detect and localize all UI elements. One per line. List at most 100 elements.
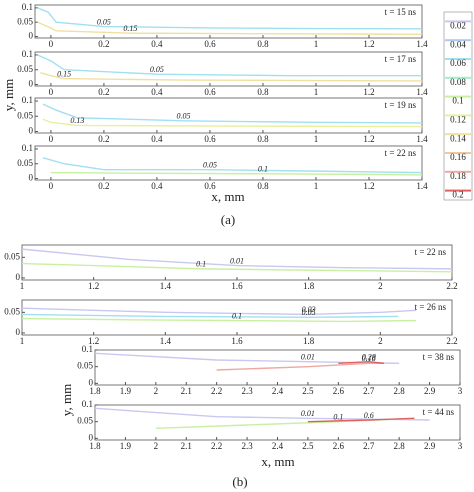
x-tick-label: 2.6 (333, 441, 345, 451)
caption: (a) (221, 212, 235, 227)
x-tick-label: 1.4 (416, 87, 428, 97)
contour-line (50, 171, 423, 176)
x-tick-label: 1.8 (303, 281, 315, 291)
x-tick-label: 1.2 (363, 134, 374, 144)
time-label: t = 38 ns (423, 352, 455, 362)
y-tick-label: 0 (16, 327, 21, 337)
colorbar-swatch (445, 114, 471, 117)
y-tick-label: 0 (89, 377, 94, 387)
plot-frame (21, 244, 453, 281)
time-label: t = 17 ns (385, 54, 417, 64)
colorbar-label: 0.1 (452, 96, 463, 106)
x-tick-label: 2.1 (181, 386, 192, 396)
contour-label: 0.05 (97, 17, 111, 26)
x-tick-label: 2.2 (211, 441, 222, 451)
y-tick-label: 0.1 (22, 2, 33, 12)
x-tick-label: 2.7 (363, 441, 375, 451)
x-tick-label: 1.2 (88, 281, 99, 291)
x-tick-label: 0.8 (257, 39, 269, 49)
y-tick-label: 0.05 (77, 361, 93, 371)
x-tick-label: 2.4 (272, 386, 284, 396)
y-axis-label: y, mm (1, 79, 16, 111)
x-tick-label: 1.2 (363, 181, 374, 191)
y-tick-label: 0 (29, 79, 34, 89)
contour-line (21, 248, 453, 270)
x-tick-label: 1.6 (231, 336, 243, 346)
x-tick-label: 1.4 (160, 281, 172, 291)
colorbar-label: 0.06 (450, 58, 466, 68)
contour-label: 0.15 (57, 69, 71, 78)
y-tick-label: 0.1 (82, 399, 93, 409)
x-tick-label: 2.9 (424, 386, 436, 396)
x-tick-label: 2.8 (394, 441, 406, 451)
contour-label: 0.05 (150, 65, 164, 74)
contour-label: 0.05 (203, 160, 217, 169)
y-tick-label: 0.05 (17, 158, 33, 168)
colorbar-swatch (445, 76, 471, 79)
x-tick-label: 0 (49, 134, 54, 144)
x-tick-label: 1.6 (231, 281, 243, 291)
x-tick-label: 2.8 (394, 386, 406, 396)
x-tick-label: 0.4 (151, 39, 163, 49)
y-tick-label: 0.05 (17, 16, 33, 26)
contour-line (21, 307, 417, 316)
contour-label: 0.03 (302, 305, 316, 314)
colorbar-swatch (445, 189, 471, 192)
x-tick-label: 2.5 (302, 386, 314, 396)
colorbar-label: 0.12 (450, 114, 466, 124)
x-tick-label: 1.8 (89, 386, 101, 396)
x-tick-label: 1.2 (363, 87, 374, 97)
colorbar-swatch (445, 39, 471, 42)
y-tick-label: 0.1 (22, 49, 33, 59)
x-tick-label: 2.2 (446, 336, 457, 346)
colorbar-label: 0.18 (450, 171, 466, 181)
contour-label: 0.15 (123, 24, 137, 33)
x-tick-label: 0.6 (204, 39, 216, 49)
x-tick-label: 2.1 (181, 441, 192, 451)
time-label: t = 22 ns (385, 148, 417, 158)
colorbar-label: 0.14 (450, 133, 466, 143)
contour-label: 0.1 (258, 165, 268, 174)
contour-label: 0.05 (302, 308, 316, 317)
colorbar-frame (443, 11, 473, 201)
time-label: t = 22 ns (415, 247, 447, 257)
x-tick-label: 1 (314, 39, 319, 49)
colorbar-label: 0.16 (450, 152, 466, 162)
x-tick-label: 1.9 (120, 386, 132, 396)
contour-label: 0.05 (176, 112, 190, 121)
x-tick-label: 0 (49, 87, 54, 97)
contour-line (216, 362, 384, 371)
contour-line (37, 21, 423, 35)
y-tick-label: 0 (29, 31, 34, 41)
contour-line (40, 72, 423, 82)
x-tick-label: 0.2 (98, 87, 109, 97)
x-tick-label: 1.2 (88, 336, 99, 346)
contour-label: 0.1 (333, 412, 343, 421)
x-tick-label: 0.4 (151, 181, 163, 191)
contour-line (21, 262, 453, 273)
colorbar-label: 0.2 (452, 190, 463, 200)
x-tick-label: 0.2 (98, 39, 109, 49)
x-tick-label: 0 (49, 181, 54, 191)
x-tick-label: 2.9 (424, 441, 436, 451)
x-tick-label: 2.4 (272, 441, 284, 451)
x-tick-label: 0.2 (98, 134, 109, 144)
x-tick-label: 1 (314, 87, 319, 97)
x-tick-label: 1.4 (416, 181, 428, 191)
x-tick-label: 2.2 (446, 281, 457, 291)
x-tick-label: 2 (378, 281, 383, 291)
x-tick-label: 2.7 (363, 386, 375, 396)
colorbar-label: 0.04 (450, 39, 466, 49)
x-tick-label: 2.3 (241, 441, 253, 451)
contour-label: 0.18 (362, 354, 376, 363)
x-tick-label: 1.8 (89, 441, 101, 451)
x-tick-label: 2.3 (241, 386, 253, 396)
x-tick-label: 1.9 (120, 441, 132, 451)
colorbar-swatch (445, 58, 471, 60)
y-tick-label: 0.05 (77, 416, 93, 426)
x-axis-label: x, mm (211, 189, 244, 204)
x-tick-label: 0.8 (257, 134, 269, 144)
contour-line (37, 7, 423, 30)
x-tick-label: 1.8 (303, 336, 315, 346)
